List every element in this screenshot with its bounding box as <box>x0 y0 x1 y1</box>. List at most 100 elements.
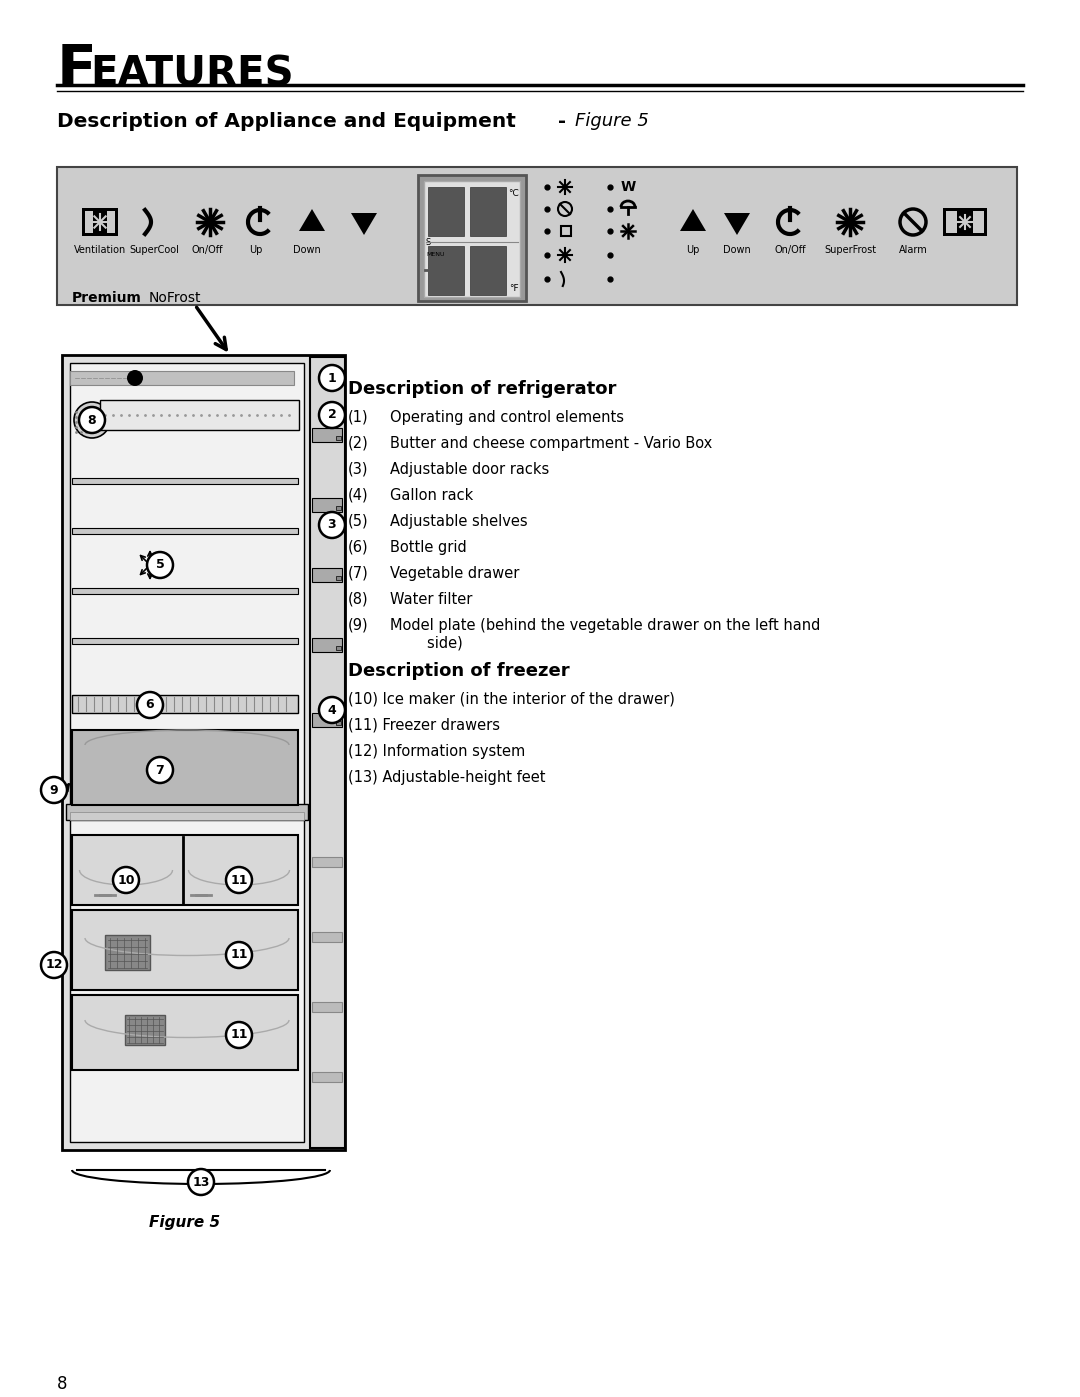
Circle shape <box>41 777 67 803</box>
Bar <box>312 712 342 726</box>
Circle shape <box>319 365 345 391</box>
Text: 2: 2 <box>327 408 336 422</box>
Text: °C: °C <box>509 189 519 198</box>
Circle shape <box>226 942 252 968</box>
Text: SuperCool: SuperCool <box>130 244 179 256</box>
Circle shape <box>319 697 345 724</box>
Bar <box>72 638 298 644</box>
Bar <box>336 436 341 440</box>
Text: 7: 7 <box>156 764 164 777</box>
Text: (7): (7) <box>348 566 368 581</box>
Text: S: S <box>426 237 431 247</box>
Text: (13) Adjustable-height feet: (13) Adjustable-height feet <box>348 770 545 785</box>
Bar <box>424 182 519 298</box>
Text: (2): (2) <box>348 436 368 451</box>
Text: 11: 11 <box>230 949 247 961</box>
Polygon shape <box>351 212 377 235</box>
Text: 4: 4 <box>327 704 336 717</box>
Bar <box>943 208 987 236</box>
Bar <box>62 355 345 1150</box>
Text: 8: 8 <box>87 414 96 426</box>
Text: 13: 13 <box>192 1175 210 1189</box>
Bar <box>336 721 341 725</box>
Text: EATURES: EATURES <box>90 54 294 95</box>
Bar <box>72 909 298 990</box>
Bar <box>70 810 303 1141</box>
Bar <box>561 226 571 236</box>
Bar <box>336 576 341 580</box>
Bar <box>72 694 298 712</box>
Text: Gallon rack: Gallon rack <box>390 488 473 503</box>
Text: Operating and control elements: Operating and control elements <box>390 409 624 425</box>
Text: Model plate (behind the vegetable drawer on the left hand
        side): Model plate (behind the vegetable drawer… <box>390 617 821 651</box>
Text: 3: 3 <box>327 518 336 531</box>
Bar <box>105 935 150 970</box>
Circle shape <box>41 951 67 978</box>
Text: (5): (5) <box>348 514 368 529</box>
Text: 12: 12 <box>45 958 63 971</box>
Bar <box>72 835 298 905</box>
Bar <box>312 497 342 511</box>
Text: Ventilation: Ventilation <box>73 244 126 256</box>
Text: Up: Up <box>249 244 262 256</box>
Bar <box>418 175 526 300</box>
Bar <box>310 358 345 1148</box>
Polygon shape <box>724 212 750 235</box>
Text: W: W <box>620 180 636 194</box>
Text: (6): (6) <box>348 541 368 555</box>
Circle shape <box>75 402 110 439</box>
Bar <box>85 211 114 233</box>
Bar <box>72 731 298 805</box>
Bar <box>125 1016 165 1045</box>
Bar <box>428 187 464 236</box>
Text: Vegetable drawer: Vegetable drawer <box>390 566 519 581</box>
Circle shape <box>137 692 163 718</box>
Bar <box>957 211 973 233</box>
Text: Description of freezer: Description of freezer <box>348 662 569 680</box>
Text: (1): (1) <box>348 409 368 425</box>
Text: MENU: MENU <box>426 251 445 257</box>
Bar <box>336 506 341 510</box>
Polygon shape <box>299 210 325 231</box>
Bar <box>93 211 107 233</box>
Text: Down: Down <box>724 244 751 256</box>
Circle shape <box>319 511 345 538</box>
Text: 10: 10 <box>118 873 135 887</box>
Text: 5: 5 <box>156 559 164 571</box>
Text: Down: Down <box>293 244 321 256</box>
Bar <box>312 427 342 441</box>
Text: Figure 5: Figure 5 <box>149 1215 220 1229</box>
Text: (11) Freezer drawers: (11) Freezer drawers <box>348 718 500 733</box>
Text: 8: 8 <box>57 1375 67 1393</box>
Bar <box>312 638 342 652</box>
Text: (10) Ice maker (in the interior of the drawer): (10) Ice maker (in the interior of the d… <box>348 692 675 707</box>
Text: 1: 1 <box>327 372 336 384</box>
Text: Water filter: Water filter <box>390 592 472 608</box>
Bar <box>70 812 303 820</box>
Text: Butter and cheese compartment - Vario Box: Butter and cheese compartment - Vario Bo… <box>390 436 712 451</box>
Circle shape <box>319 402 345 427</box>
Text: 11: 11 <box>230 1028 247 1042</box>
Text: Adjustable shelves: Adjustable shelves <box>390 514 528 529</box>
Text: (9): (9) <box>348 617 368 633</box>
Text: 11: 11 <box>230 873 247 887</box>
Bar <box>312 1002 342 1011</box>
Text: On/Off: On/Off <box>774 244 806 256</box>
Bar <box>100 400 299 430</box>
Text: Bottle grid: Bottle grid <box>390 541 467 555</box>
Bar <box>70 363 303 810</box>
Circle shape <box>79 407 105 433</box>
Bar <box>470 246 507 295</box>
Text: (8): (8) <box>348 592 368 608</box>
Circle shape <box>113 868 139 893</box>
Text: F: F <box>57 42 97 99</box>
Circle shape <box>147 552 173 578</box>
Text: (4): (4) <box>348 488 368 503</box>
Bar <box>470 187 507 236</box>
Bar <box>312 856 342 868</box>
Bar <box>72 588 298 594</box>
Text: Description of Appliance and Equipment: Description of Appliance and Equipment <box>57 112 516 131</box>
Bar <box>82 208 118 236</box>
Circle shape <box>147 757 173 782</box>
Text: SuperFrost: SuperFrost <box>824 244 876 256</box>
